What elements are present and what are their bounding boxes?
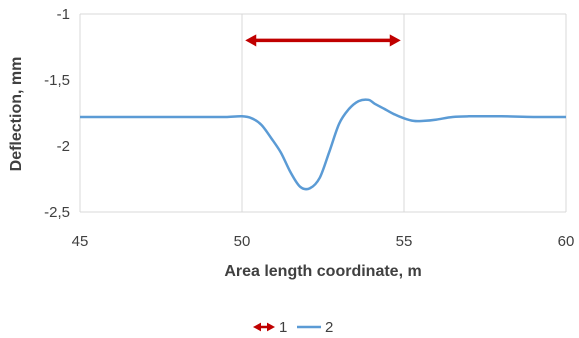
legend-label-2: 2 <box>325 319 333 336</box>
y-axis-title: Deflection, mm <box>8 57 25 172</box>
legend: 1 2 <box>253 319 333 336</box>
legend-entry-2: 2 <box>297 319 333 336</box>
x-tick-label: 60 <box>558 233 575 250</box>
series-layer <box>80 34 567 191</box>
legend-label-1: 1 <box>279 319 287 336</box>
gridlines <box>79 13 567 213</box>
legend-swatch-1 <box>253 322 275 332</box>
series-2-line <box>80 98 567 191</box>
series-1-arrow-head-right <box>389 34 401 47</box>
legend-arrow-swatch <box>253 322 275 332</box>
legend-entry-1: 1 <box>253 319 287 336</box>
x-axis-title: Area length coordinate, m <box>224 263 421 280</box>
series-1-arrow-head-left <box>245 34 257 47</box>
x-tick-labels: 45 50 55 60 <box>72 233 575 250</box>
y-tick-label: -1 <box>57 6 70 23</box>
series-1-arrow <box>245 34 401 47</box>
x-tick-label: 50 <box>234 233 251 250</box>
legend-arrow-swatch-head-right <box>267 322 275 332</box>
x-tick-label: 45 <box>72 233 89 250</box>
x-tick-label: 55 <box>396 233 413 250</box>
y-tick-label: -2,5 <box>44 204 70 221</box>
legend-arrow-swatch-head-left <box>253 322 261 332</box>
y-tick-labels: -1 -1,5 -2 -2,5 <box>44 6 70 221</box>
y-tick-label: -2 <box>57 138 70 155</box>
y-tick-label: -1,5 <box>44 72 70 89</box>
